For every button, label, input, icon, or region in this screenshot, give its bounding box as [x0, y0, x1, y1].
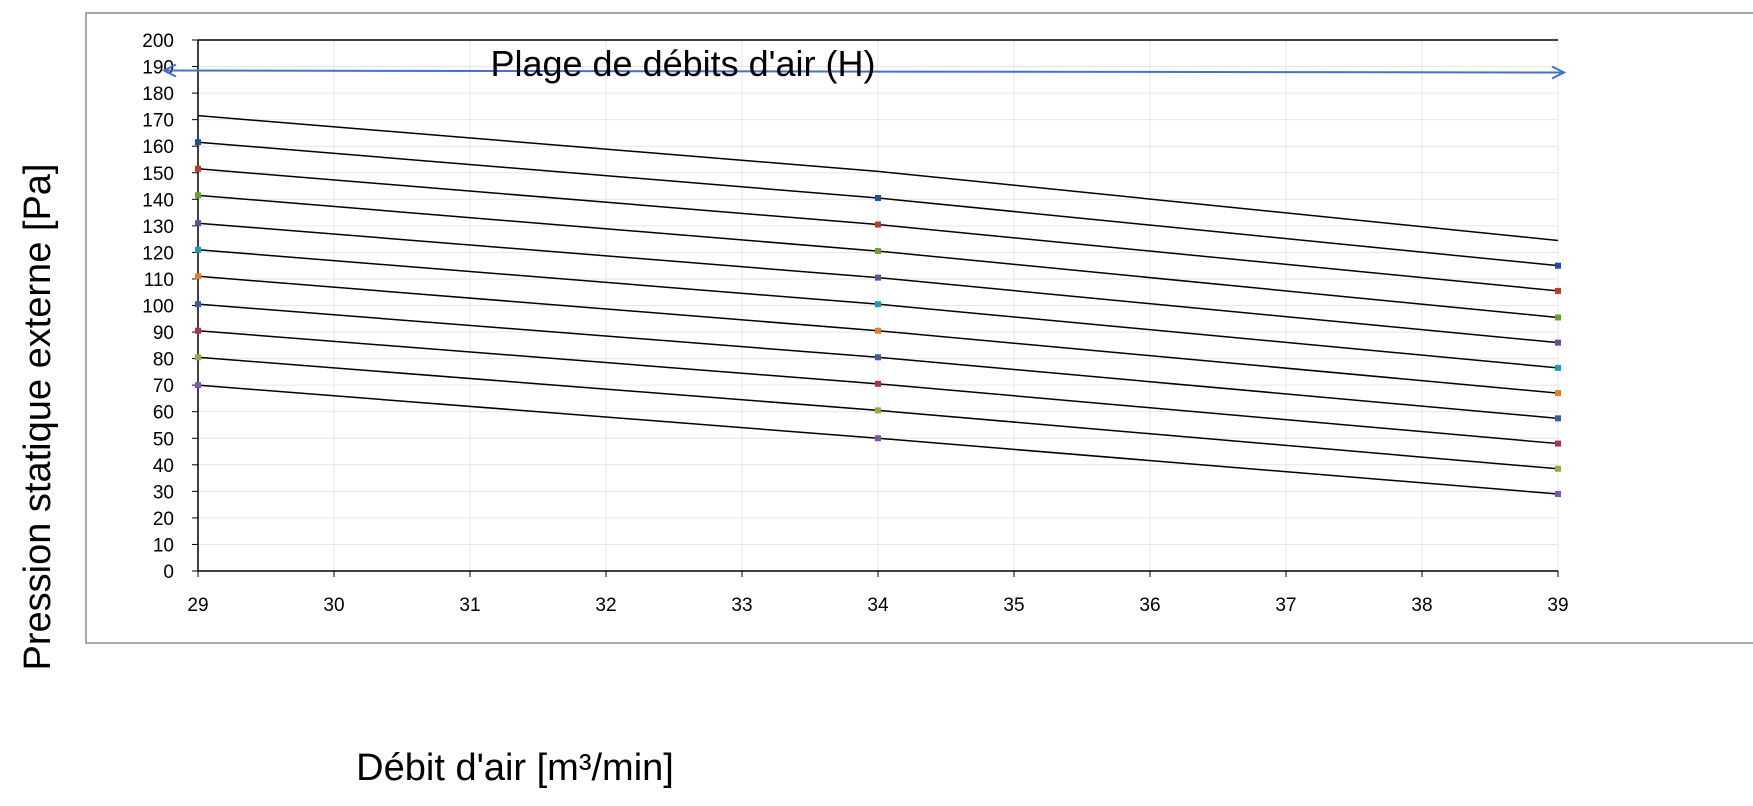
- y-tick-label: 180: [142, 84, 174, 105]
- y-tick-label: 90: [153, 323, 174, 344]
- y-tick-label: 110: [144, 270, 174, 291]
- data-point: [195, 139, 201, 146]
- y-tick-label: 50: [153, 429, 174, 450]
- data-point: [195, 220, 201, 227]
- x-tick-label: 34: [867, 595, 889, 616]
- x-tick-label: 31: [459, 595, 480, 616]
- y-tick-label: 150: [142, 164, 174, 185]
- data-point: [1555, 262, 1561, 269]
- data-point: [1555, 415, 1561, 422]
- y-tick-label: 80: [153, 350, 174, 371]
- data-point: [1555, 465, 1561, 472]
- data-point: [195, 273, 201, 280]
- data-point: [195, 327, 201, 334]
- marker-layer: [195, 139, 1561, 498]
- data-point: [195, 192, 201, 199]
- y-tick-label: 170: [142, 111, 174, 132]
- y-tick-label: 70: [153, 376, 174, 397]
- data-point: [875, 380, 881, 387]
- y-tick-label: 130: [142, 217, 174, 238]
- x-tick-label: 37: [1275, 595, 1296, 616]
- data-point: [1555, 440, 1561, 447]
- axis-layer: 29 30 31 32 33 34 35 36 37 38 39 0 10 20 30 40 50 60 70 80 9…: [142, 31, 1568, 616]
- data-point: [1555, 491, 1561, 498]
- data-point: [875, 194, 881, 201]
- data-point: [875, 301, 881, 308]
- y-tick-label: 60: [153, 403, 174, 424]
- x-tick-label: 39: [1547, 595, 1568, 616]
- data-point: [875, 274, 881, 281]
- data-point: [1555, 364, 1561, 371]
- y-axis-title: Pression statique externe [Pa]: [17, 164, 59, 671]
- y-tick-label: 10: [153, 535, 174, 556]
- y-tick-label: 200: [142, 31, 174, 52]
- annotation-layer: Plage de débits d'air (H): [161, 43, 1567, 84]
- y-tick-label: 120: [142, 243, 174, 264]
- data-point: [1555, 339, 1561, 346]
- y-tick-label: 0: [163, 562, 174, 583]
- data-point: [875, 407, 881, 414]
- data-point: [195, 246, 201, 253]
- x-tick-label: 38: [1411, 595, 1432, 616]
- range-arrow-line: [163, 69, 1565, 74]
- data-point: [875, 435, 881, 442]
- x-tick-label: 30: [323, 595, 344, 616]
- x-axis-title: Débit d'air [m³/min]: [356, 747, 674, 789]
- series-line: [197, 114, 1559, 242]
- range-arrow-left-head: [161, 63, 177, 78]
- data-point: [195, 301, 201, 308]
- data-point: [195, 165, 201, 172]
- chart-frame: [85, 12, 1753, 644]
- y-tick-label: 100: [142, 297, 174, 318]
- y-tick-label: 40: [153, 456, 174, 477]
- x-tick-label: 32: [595, 595, 616, 616]
- x-tick-label: 29: [187, 595, 208, 616]
- data-point: [875, 327, 881, 334]
- x-tick-label: 33: [731, 595, 752, 616]
- y-tick-label: 190: [142, 58, 174, 79]
- data-point: [1555, 390, 1561, 397]
- data-point: [875, 354, 881, 361]
- data-point: [875, 248, 881, 255]
- x-tick-label: 35: [1003, 595, 1024, 616]
- y-tick-label: 20: [153, 509, 174, 530]
- data-point: [1555, 287, 1561, 294]
- data-point: [195, 354, 201, 361]
- data-point: [875, 221, 881, 228]
- y-tick-label: 30: [153, 482, 174, 503]
- y-tick-label: 160: [142, 137, 174, 158]
- data-point: [1555, 314, 1561, 321]
- range-arrow-right-head: [1551, 65, 1567, 80]
- y-tick-label: 140: [142, 190, 174, 211]
- data-point: [195, 382, 201, 389]
- x-tick-label: 36: [1139, 595, 1160, 616]
- range-annotation: Plage de débits d'air (H): [490, 43, 875, 84]
